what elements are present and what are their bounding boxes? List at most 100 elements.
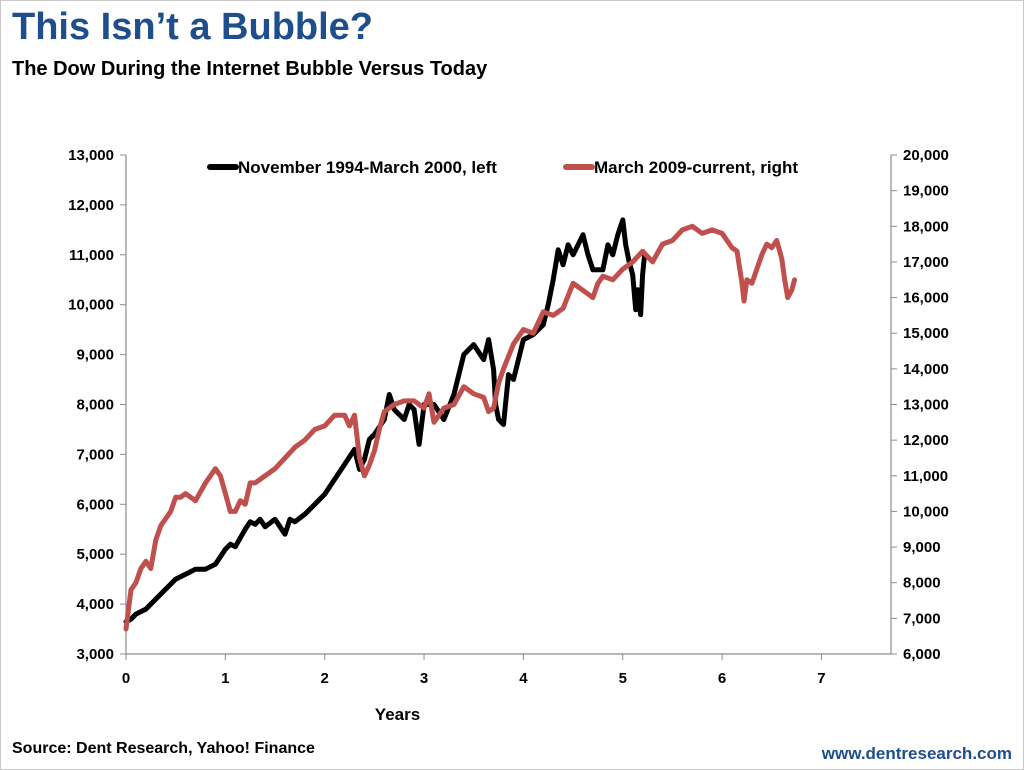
left-tick-label: 6,000	[76, 496, 114, 513]
data-point	[168, 509, 173, 514]
data-point	[248, 519, 253, 524]
data-point	[193, 498, 198, 503]
data-point	[173, 577, 178, 582]
data-point	[566, 242, 571, 247]
data-point	[129, 587, 133, 592]
data-point	[620, 267, 625, 272]
left-tick-label: 9,000	[76, 347, 114, 364]
chart-axes	[120, 154, 897, 660]
data-point	[362, 457, 367, 462]
x-tick-label: 7	[817, 670, 825, 687]
data-point	[243, 502, 248, 507]
right-tick-label: 17,000	[903, 254, 949, 271]
right-tick-label: 15,000	[903, 325, 949, 342]
x-tick-label: 3	[420, 670, 428, 687]
data-point	[422, 406, 427, 411]
data-point	[302, 512, 307, 517]
data-point	[342, 462, 347, 467]
data-point	[600, 274, 605, 279]
data-point	[764, 242, 769, 247]
data-point	[610, 277, 615, 282]
left-tick-label: 5,000	[76, 546, 114, 563]
data-point	[263, 473, 268, 478]
data-point	[352, 447, 357, 452]
data-point	[461, 352, 466, 357]
data-point	[129, 617, 133, 622]
data-point	[258, 517, 263, 522]
legend-label: November 1994-March 2000, left	[238, 158, 497, 177]
data-point	[511, 377, 516, 382]
data-point	[590, 267, 595, 272]
data-point	[352, 413, 357, 418]
data-point	[792, 277, 797, 282]
data-point	[789, 288, 794, 293]
data-point	[785, 295, 790, 300]
data-point	[441, 417, 446, 422]
data-point	[496, 381, 501, 386]
data-point	[392, 407, 397, 412]
left-tick-label: 8,000	[76, 397, 114, 414]
data-point	[148, 566, 153, 571]
data-point	[615, 232, 620, 237]
data-point	[491, 406, 496, 411]
data-point	[243, 527, 248, 532]
data-point	[312, 427, 317, 432]
data-point	[481, 357, 486, 362]
data-point	[451, 392, 456, 397]
data-point	[590, 295, 595, 300]
data-point	[541, 309, 546, 314]
data-point	[178, 495, 183, 500]
data-point	[496, 417, 501, 422]
data-point	[546, 302, 551, 307]
data-point	[218, 473, 223, 478]
data-point	[124, 627, 128, 631]
data-point	[700, 231, 705, 236]
data-point	[253, 480, 258, 485]
data-point	[551, 313, 556, 318]
source-note: Source: Dent Research, Yahoo! Finance	[12, 740, 315, 757]
data-point	[273, 466, 277, 471]
data-point	[735, 249, 739, 254]
x-tick-label: 6	[718, 670, 726, 687]
data-point	[412, 398, 417, 403]
data-point	[491, 367, 496, 372]
data-point	[635, 287, 640, 292]
left-tick-label: 7,000	[76, 446, 114, 463]
data-point	[521, 337, 526, 342]
data-point	[626, 257, 631, 262]
data-point	[213, 466, 218, 471]
data-point	[332, 413, 337, 418]
data-point	[417, 442, 422, 447]
data-point	[571, 281, 576, 286]
right-tick-label: 9,000	[903, 539, 941, 556]
website-link[interactable]: www.dentresearch.com	[821, 744, 1012, 763]
right-tick-label: 12,000	[903, 432, 949, 449]
data-point	[680, 227, 685, 232]
data-point	[779, 256, 784, 261]
data-point	[223, 491, 228, 496]
right-tick-label: 13,000	[903, 397, 949, 414]
data-point	[441, 406, 446, 411]
data-point	[238, 498, 243, 503]
data-point	[402, 417, 407, 422]
data-point	[605, 242, 610, 247]
data-point	[710, 227, 715, 232]
data-point	[228, 509, 233, 514]
data-point	[228, 542, 233, 547]
data-point	[769, 245, 774, 250]
data-point	[153, 597, 158, 602]
data-point	[630, 259, 635, 264]
data-point	[586, 252, 590, 257]
data-point	[561, 306, 566, 311]
data-point	[742, 299, 746, 304]
chart-legend: November 1994-March 2000, left March 2009…	[207, 158, 798, 177]
data-point	[481, 395, 486, 400]
page-title: This Isn’t a Bubble?	[12, 6, 374, 48]
right-tick-label: 11,000	[903, 468, 948, 485]
data-point	[581, 288, 585, 293]
data-point	[312, 502, 317, 507]
data-point	[322, 423, 327, 428]
left-tick-label: 11,000	[69, 247, 114, 264]
data-point	[367, 437, 372, 442]
data-point	[720, 231, 725, 236]
